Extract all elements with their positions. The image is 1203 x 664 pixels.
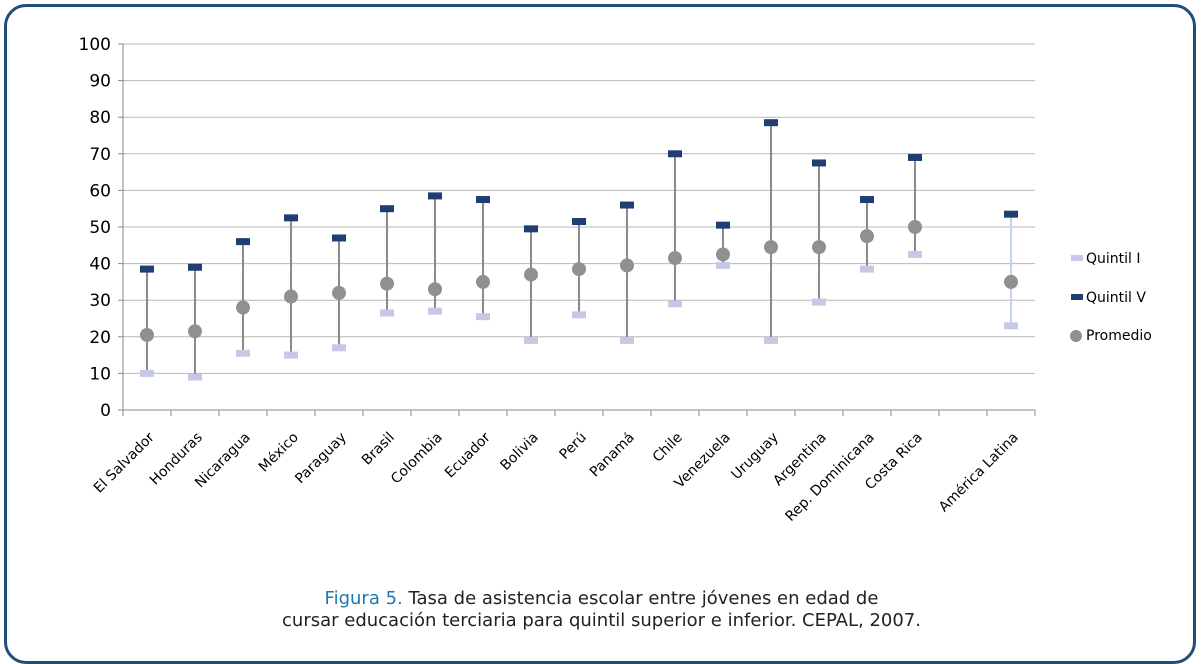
quintil-i-marker — [812, 298, 826, 306]
figure-caption-line-1: Figura 5. Tasa de asistencia escolar ent… — [0, 588, 1203, 610]
quintil-i-marker — [1004, 322, 1018, 330]
legend-label-1: Quintil I — [1086, 251, 1141, 267]
x-category-label: Ecuador — [442, 429, 494, 481]
quintil-v-marker — [812, 159, 826, 167]
legend-swatch-2 — [1071, 294, 1083, 300]
promedio-marker — [860, 229, 874, 244]
promedio-marker — [476, 274, 490, 289]
y-tick-label-90: 90 — [89, 72, 111, 92]
legend-label-3: Promedio — [1086, 328, 1152, 344]
promedio-marker — [716, 247, 730, 262]
caption-text-2: cursar educación terciaria para quintil … — [282, 610, 921, 631]
quintil-v-marker — [908, 153, 922, 161]
x-category-label: Paraguay — [292, 430, 350, 488]
quintil-i-marker — [572, 311, 586, 319]
y-tick-label-0: 0 — [100, 401, 111, 421]
quintil-v-marker — [668, 150, 682, 158]
promedio-marker — [380, 276, 394, 291]
quintil-i-marker — [716, 261, 730, 269]
x-category-label: Perú — [556, 430, 589, 463]
promedio-marker — [524, 267, 538, 282]
quintil-i-marker — [140, 369, 154, 377]
quintil-i-marker — [476, 313, 490, 321]
promedio-marker — [812, 240, 826, 255]
promedio-marker — [668, 251, 682, 266]
figure-caption-line-2: cursar educación terciaria para quintil … — [0, 610, 1203, 632]
y-tick-label-50: 50 — [89, 218, 111, 238]
promedio-marker — [908, 220, 922, 234]
range-chart: 0 10 20 30 40 50 60 70 80 90 100 El SalvadorHondur… — [79, 35, 1152, 525]
axes — [118, 43, 1036, 416]
x-category-label: Colombia — [388, 430, 446, 488]
x-category-label: Brasil — [359, 430, 398, 469]
quintil-v-marker — [572, 218, 586, 226]
legend-label-2: Quintil V — [1086, 290, 1146, 306]
quintil-v-marker — [380, 205, 394, 213]
quintil-v-marker — [428, 192, 442, 200]
quintil-v-marker — [332, 234, 346, 242]
quintil-i-marker — [284, 351, 298, 359]
y-tick-label-40: 40 — [89, 255, 111, 275]
promedio-marker — [284, 289, 298, 304]
x-category-label: América Latina — [936, 430, 1022, 516]
quintil-v-marker — [860, 196, 874, 204]
quintil-v-marker — [140, 265, 154, 273]
legend-swatch-3 — [1070, 330, 1082, 342]
legend: Quintil I Quintil V Promedio — [1070, 251, 1152, 344]
quintil-i-marker — [236, 349, 250, 357]
quintil-v-marker — [764, 119, 778, 127]
x-category-label: Chile — [650, 430, 686, 466]
x-category-label: Panamá — [587, 430, 638, 481]
x-category-label: México — [256, 430, 302, 476]
promedio-marker — [188, 324, 202, 339]
x-category-label: El Salvador — [91, 429, 158, 496]
quintil-v-marker — [476, 196, 490, 204]
y-tick-label-60: 60 — [89, 181, 111, 201]
quintil-i-marker — [428, 307, 442, 315]
promedio-marker — [332, 285, 346, 300]
caption-text-1: Tasa de asistencia escolar entre jóvenes… — [408, 588, 879, 609]
y-tick-label-20: 20 — [89, 328, 111, 348]
quintil-i-marker — [668, 300, 682, 308]
quintil-i-marker — [332, 344, 346, 352]
quintil-i-marker — [380, 309, 394, 317]
x-category-label: Rep. Dominicana — [782, 430, 877, 525]
promedio-marker — [428, 282, 442, 297]
quintil-i-marker — [908, 250, 922, 258]
quintil-v-marker — [188, 263, 202, 271]
quintil-i-marker — [620, 336, 634, 344]
data-marks — [140, 119, 1018, 381]
y-tick-labels: 0 10 20 30 40 50 60 70 80 90 100 — [79, 35, 111, 421]
quintil-v-marker — [236, 238, 250, 246]
y-tick-label-30: 30 — [89, 291, 111, 311]
y-tick-label-100: 100 — [79, 35, 111, 55]
promedio-marker — [764, 240, 778, 255]
gridlines — [123, 43, 1035, 374]
figure-label: Figura 5. — [324, 588, 403, 609]
legend-swatch-1 — [1071, 255, 1083, 261]
quintil-v-marker — [284, 214, 298, 222]
quintil-v-marker — [1004, 210, 1018, 218]
quintil-i-marker — [524, 336, 538, 344]
promedio-marker — [572, 262, 586, 277]
y-tick-label-10: 10 — [89, 364, 111, 384]
y-tick-label-70: 70 — [89, 145, 111, 165]
promedio-marker — [236, 300, 250, 315]
quintil-v-marker — [524, 225, 538, 233]
quintil-i-marker — [860, 265, 874, 273]
quintil-v-marker — [620, 201, 634, 209]
quintil-v-marker — [716, 221, 730, 229]
x-category-label: Bolivia — [497, 430, 541, 474]
promedio-marker — [620, 258, 634, 273]
y-tick-label-80: 80 — [89, 108, 111, 128]
promedio-marker — [1004, 274, 1018, 289]
promedio-marker — [140, 327, 154, 342]
quintil-i-marker — [764, 336, 778, 344]
quintil-i-marker — [188, 373, 202, 381]
